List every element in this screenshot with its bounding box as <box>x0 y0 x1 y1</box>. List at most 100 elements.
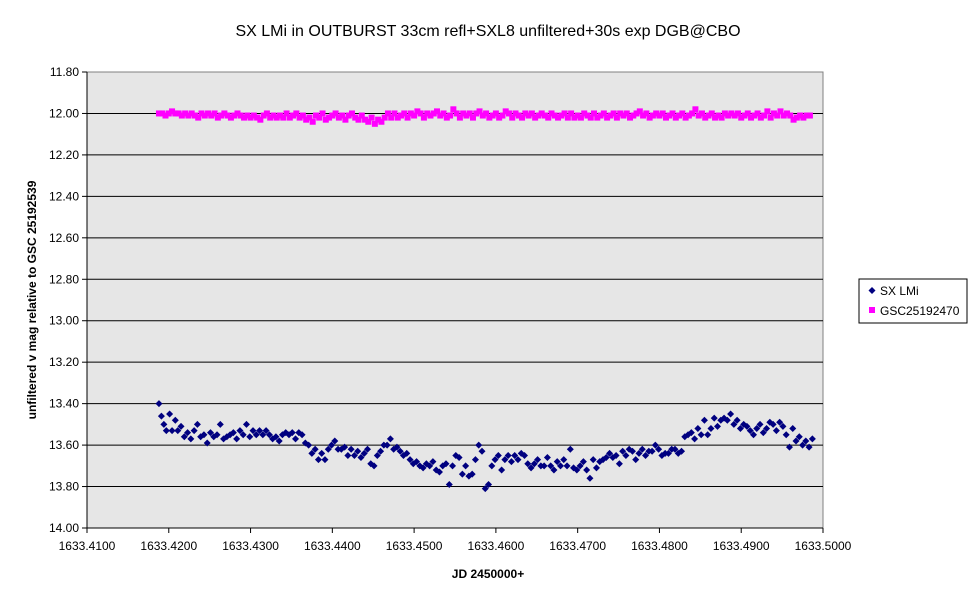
data-point-sx-lmi <box>785 443 793 451</box>
data-point-sx-lmi <box>642 451 650 459</box>
data-point-gsc25192470 <box>744 110 751 117</box>
data-point-gsc25192470 <box>280 114 287 121</box>
data-point-gsc25192470 <box>293 110 300 117</box>
data-point-sx-lmi <box>256 427 264 435</box>
data-point-gsc25192470 <box>519 114 526 121</box>
data-point-gsc25192470 <box>538 110 545 117</box>
data-point-gsc25192470 <box>725 112 732 119</box>
data-point-gsc25192470 <box>342 116 349 123</box>
data-point-sx-lmi <box>733 416 741 424</box>
data-point-gsc25192470 <box>407 110 414 117</box>
data-point-gsc25192470 <box>414 108 421 115</box>
data-point-gsc25192470 <box>649 112 656 119</box>
data-point-gsc25192470 <box>188 110 195 117</box>
data-point-gsc25192470 <box>620 112 627 119</box>
data-point-sx-lmi <box>746 427 754 435</box>
x-tick-label: 1633.4700 <box>549 539 606 553</box>
data-point-gsc25192470 <box>528 110 535 117</box>
x-tick-label: 1633.4200 <box>140 539 197 553</box>
data-point-gsc25192470 <box>672 114 679 121</box>
data-point-sx-lmi <box>393 443 401 451</box>
data-point-sx-lmi <box>514 456 522 464</box>
data-point-gsc25192470 <box>469 114 476 121</box>
data-point-sx-lmi <box>789 425 797 433</box>
data-point-sx-lmi <box>501 456 509 464</box>
data-point-gsc25192470 <box>276 112 283 119</box>
y-tick-label: 12.20 <box>49 148 79 162</box>
data-point-gsc25192470 <box>774 112 781 119</box>
data-point-sx-lmi <box>622 451 630 459</box>
data-point-gsc25192470 <box>162 112 169 119</box>
y-tick-label: 14.00 <box>49 521 79 535</box>
data-point-sx-lmi <box>576 462 584 470</box>
data-point-gsc25192470 <box>218 112 225 119</box>
data-point-sx-lmi <box>429 458 437 466</box>
data-point-sx-lmi <box>305 441 313 449</box>
data-point-gsc25192470 <box>257 116 264 123</box>
data-point-sx-lmi <box>583 466 591 474</box>
data-point-sx-lmi <box>534 456 542 464</box>
data-point-gsc25192470 <box>371 120 378 127</box>
data-point-sx-lmi <box>560 456 568 464</box>
data-point-sx-lmi <box>563 462 571 470</box>
data-point-sx-lmi <box>507 458 515 466</box>
data-point-sx-lmi <box>694 425 702 433</box>
data-point-sx-lmi <box>589 456 597 464</box>
data-point-gsc25192470 <box>195 114 202 121</box>
data-point-gsc25192470 <box>411 112 418 119</box>
data-point-gsc25192470 <box>303 116 310 123</box>
data-point-sx-lmi <box>612 451 620 459</box>
data-point-gsc25192470 <box>175 110 182 117</box>
data-point-gsc25192470 <box>532 114 539 121</box>
data-point-sx-lmi <box>723 416 731 424</box>
data-point-gsc25192470 <box>267 114 274 121</box>
data-point-gsc25192470 <box>535 112 542 119</box>
data-point-gsc25192470 <box>770 110 777 117</box>
data-point-sx-lmi <box>485 480 493 488</box>
data-point-sx-lmi <box>341 443 349 451</box>
data-point-sx-lmi <box>458 470 466 478</box>
data-point-gsc25192470 <box>633 110 640 117</box>
y-tick-label: 13.80 <box>49 480 79 494</box>
data-point-sx-lmi <box>377 447 385 455</box>
data-point-gsc25192470 <box>231 112 238 119</box>
data-point-gsc25192470 <box>698 110 705 117</box>
data-point-gsc25192470 <box>597 112 604 119</box>
data-point-sx-lmi <box>426 462 434 470</box>
data-point-gsc25192470 <box>244 112 251 119</box>
data-point-gsc25192470 <box>738 114 745 121</box>
data-point-sx-lmi <box>162 427 170 435</box>
data-point-gsc25192470 <box>345 112 352 119</box>
data-point-sx-lmi <box>314 456 322 464</box>
data-point-sx-lmi <box>782 431 790 439</box>
data-point-sx-lmi <box>344 451 352 459</box>
data-point-sx-lmi <box>171 416 179 424</box>
data-point-gsc25192470 <box>358 112 365 119</box>
data-point-gsc25192470 <box>375 116 382 123</box>
data-point-gsc25192470 <box>391 110 398 117</box>
data-point-sx-lmi <box>678 447 686 455</box>
data-point-gsc25192470 <box>384 110 391 117</box>
legend: SX LMi GSC25192470 <box>858 278 968 324</box>
data-point-sx-lmi <box>671 445 679 453</box>
data-point-sx-lmi <box>373 451 381 459</box>
data-point-sx-lmi <box>714 422 722 430</box>
data-point-gsc25192470 <box>525 112 532 119</box>
data-point-gsc25192470 <box>610 110 617 117</box>
data-point-gsc25192470 <box>666 112 673 119</box>
data-point-sx-lmi <box>511 451 519 459</box>
data-point-gsc25192470 <box>299 112 306 119</box>
data-point-gsc25192470 <box>741 112 748 119</box>
data-point-gsc25192470 <box>306 114 313 121</box>
data-point-sx-lmi <box>272 433 280 441</box>
data-point-gsc25192470 <box>316 114 323 121</box>
data-point-gsc25192470 <box>450 106 457 113</box>
data-point-gsc25192470 <box>332 110 339 117</box>
data-point-sx-lmi <box>403 449 411 457</box>
data-point-sx-lmi <box>321 456 329 464</box>
data-point-gsc25192470 <box>250 112 257 119</box>
data-point-sx-lmi <box>419 464 427 472</box>
data-point-gsc25192470 <box>748 114 755 121</box>
data-point-gsc25192470 <box>731 112 738 119</box>
data-point-gsc25192470 <box>607 112 614 119</box>
